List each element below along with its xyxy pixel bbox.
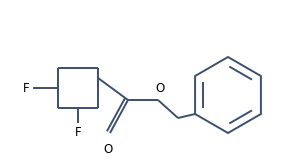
Text: F: F [23, 82, 30, 95]
Text: F: F [75, 126, 81, 139]
Text: O: O [155, 82, 165, 95]
Text: O: O [103, 143, 113, 156]
